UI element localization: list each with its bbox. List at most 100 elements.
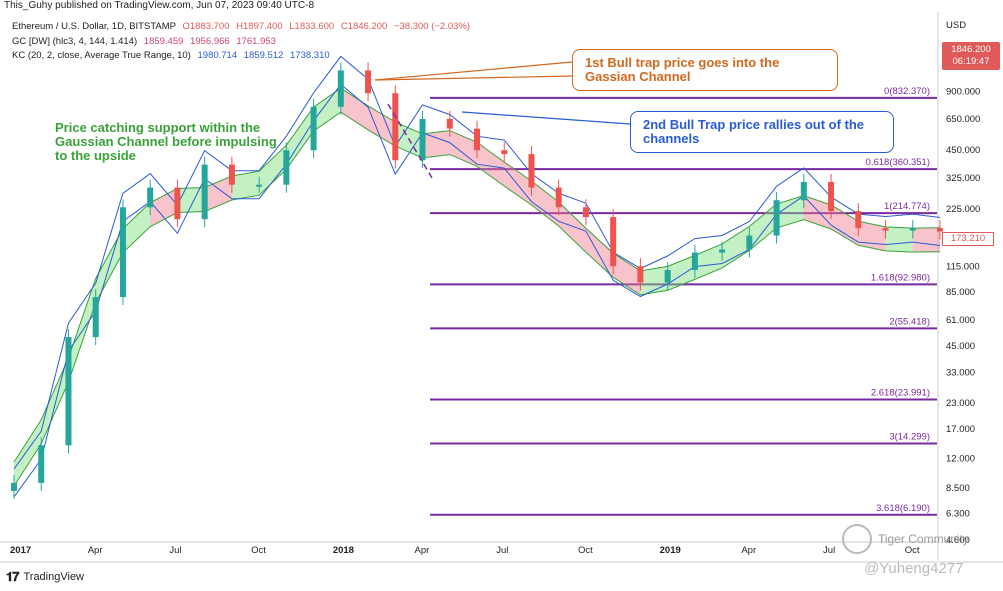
gaussian-channel-band — [368, 105, 396, 147]
time-tick-label: Apr — [88, 545, 103, 556]
gc-legend[interactable]: GC [DW] (hlc3, 4, 144, 1.414) 1859.459 1… — [12, 36, 276, 47]
price-tick-label: 225.000 — [946, 204, 980, 215]
price-tick-label: 900.000 — [946, 86, 980, 97]
gaussian-channel-band — [231, 171, 260, 201]
currency-label: USD — [946, 20, 967, 31]
gaussian-channel-band — [558, 201, 586, 253]
fib-level-label: 3(14.299) — [889, 432, 930, 443]
callout1-pointer — [374, 75, 573, 81]
candle-body — [719, 249, 726, 253]
gaussian-channel-band — [912, 227, 940, 253]
candle-body — [746, 235, 753, 250]
candle-body — [11, 482, 17, 491]
gaussian-channel-band — [286, 107, 314, 170]
gaussian-channel-band — [41, 357, 69, 444]
candle-body — [119, 207, 126, 298]
symbol-name[interactable]: Ethereum / U.S. Dollar, 1D, BITSTAMP — [12, 21, 176, 32]
gaussian-channel-band — [803, 195, 832, 230]
publish-info: This_Guhy published on TradingView.com, … — [4, 0, 314, 11]
gc-label: GC [DW] (hlc3, 4, 144, 1.414) — [12, 36, 138, 47]
candle-body — [474, 128, 480, 151]
price-tick-label: 12.000 — [946, 453, 975, 464]
kc-legend[interactable]: KC (20, 2, close, Average True Range, 10… — [12, 50, 330, 61]
gaussian-channel-band — [613, 253, 641, 295]
last-price-tag: 173.210 — [942, 232, 994, 246]
brand-name: TradingView — [23, 571, 85, 583]
gaussian-channel-band — [477, 142, 505, 186]
candle-body — [800, 181, 807, 201]
time-tick-label: Apr — [415, 545, 430, 556]
price-tick-label: 23.000 — [946, 398, 975, 409]
fib-drag-line — [387, 103, 433, 179]
fib-level-label: 1(214.774) — [884, 201, 930, 212]
gaussian-channel-band — [504, 161, 532, 205]
callout-second-bull-trap: 2nd Bull Trap price rallies out of the c… — [630, 111, 894, 153]
price-tick-label: 8.500 — [946, 483, 970, 494]
candle-body — [392, 93, 399, 161]
gaussian-channel-band — [422, 130, 450, 158]
fib-level-label: 1.618(92.980) — [871, 272, 930, 283]
fib-level-label: 2(55.418) — [889, 316, 930, 327]
time-tick-label: Oct — [578, 545, 593, 556]
candle-body — [92, 297, 99, 338]
candle-body — [65, 337, 72, 446]
watermark-community-text: Tiger Community — [878, 532, 969, 546]
price-tick-label: 45.000 — [946, 341, 975, 352]
tradingview-brand[interactable]: 𝟏𝟕 TradingView — [6, 569, 84, 585]
gaussian-channel-band — [722, 226, 750, 268]
low-value: L1833.600 — [289, 21, 335, 32]
candle-body — [446, 118, 453, 129]
price-tick-label: 17.000 — [946, 424, 975, 435]
candle-body — [691, 252, 698, 271]
candle-body — [528, 154, 535, 188]
candle-body — [147, 187, 154, 208]
candle-body — [773, 200, 780, 236]
gc-value-2: 1956.966 — [190, 36, 230, 47]
candle-body — [882, 228, 889, 231]
candle-body — [610, 217, 617, 267]
gaussian-channel-band — [831, 205, 859, 246]
candle-body — [501, 150, 508, 155]
kc-label: KC (20, 2, close, Average True Range, 10… — [12, 50, 191, 61]
gaussian-channel-band — [885, 226, 913, 253]
candle-body — [38, 445, 45, 483]
candle-body — [664, 270, 671, 283]
candle-body — [256, 184, 263, 187]
gaussian-channel-band — [177, 187, 205, 213]
candle-body — [337, 70, 344, 107]
kc-value-3: 1738.310 — [290, 50, 330, 61]
candle-body — [855, 211, 862, 229]
time-tick-label: 2017 — [10, 545, 31, 556]
gaussian-channel-band — [585, 228, 614, 278]
keltner-lower-line — [13, 83, 941, 498]
close-value: C1846.200 — [340, 21, 388, 32]
gaussian-channel-band — [313, 88, 341, 132]
gaussian-channel-band — [68, 278, 96, 382]
fib-level-label: 0.618(360.351) — [866, 157, 930, 168]
time-tick-label: 2018 — [333, 545, 354, 556]
gaussian-channel-band — [776, 195, 804, 228]
price-tick-label: 6.300 — [946, 508, 970, 519]
gaussian-channel-band — [340, 88, 369, 130]
kc-value-1: 1980.714 — [197, 50, 238, 61]
time-tick-label: Jul — [169, 545, 181, 556]
change-value: −38.300 (−2.03%) — [393, 21, 471, 32]
open-value: O1883.700 — [182, 21, 230, 32]
price-tick-label: 115.000 — [946, 261, 980, 272]
time-tick-label: Jul — [496, 545, 508, 556]
gaussian-channel-band — [150, 188, 178, 227]
candle-body — [419, 118, 426, 161]
candle-body — [909, 228, 916, 231]
kc-value-2: 1859.512 — [243, 50, 284, 61]
fib-level-label: 3.618(6.190) — [876, 503, 930, 514]
candle-body — [201, 164, 208, 220]
gaussian-channel-band — [259, 145, 287, 196]
candle-body — [582, 207, 589, 218]
gaussian-channel-band — [14, 419, 42, 487]
bar-countdown: 06:19:47 — [952, 56, 990, 67]
price-tick-label: 450.000 — [946, 145, 980, 156]
tradingview-logo-icon: 𝟏𝟕 — [6, 569, 20, 584]
fib-level-label: 2.618(23.991) — [871, 388, 930, 399]
